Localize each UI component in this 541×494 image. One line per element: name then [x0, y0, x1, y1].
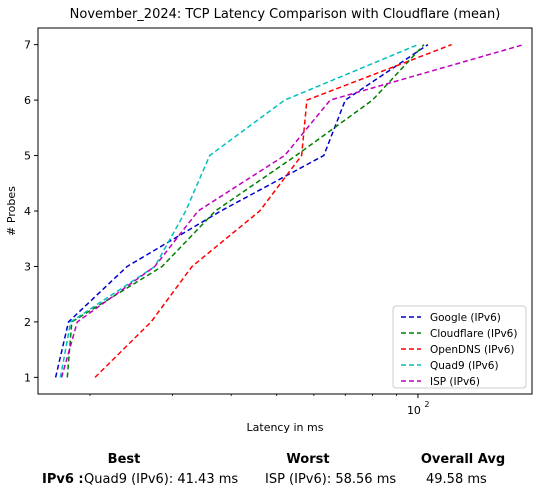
- summary-overall-value: 49.58 ms: [426, 472, 487, 487]
- series-line-3: [59, 43, 419, 378]
- y-tick-label: 5: [24, 150, 31, 163]
- y-tick-label: 2: [24, 316, 31, 329]
- y-tick-label: 3: [24, 260, 31, 273]
- legend-label: ISP (IPv6): [430, 376, 480, 388]
- series-line-1: [66, 44, 425, 378]
- legend-label: Cloudflare (IPv6): [430, 328, 517, 340]
- legend-label: Quad9 (IPv6): [430, 360, 499, 372]
- series-line-0: [54, 43, 429, 378]
- series-lines: [54, 43, 524, 378]
- y-tick-label: 7: [24, 39, 31, 52]
- latency-line-chart: November_2024: TCP Latency Comparison wi…: [5, 7, 533, 434]
- series-line-4: [60, 43, 524, 378]
- summary-best-value: Quad9 (IPv6): 41.43 ms: [84, 472, 239, 487]
- x-tick-exponent: 2: [424, 400, 429, 409]
- x-tick-label: 10: [407, 404, 421, 417]
- y-tick-label: 1: [24, 371, 31, 384]
- x-axis-label: Latency in ms: [247, 421, 324, 434]
- chart-title: November_2024: TCP Latency Comparison wi…: [70, 7, 501, 22]
- legend: Google (IPv6) Cloudflare (IPv6) OpenDNS (I…: [392, 305, 527, 389]
- summary-worst-value: ISP (IPv6): 58.56 ms: [265, 472, 397, 487]
- y-axis-label: # Probes: [5, 186, 18, 236]
- legend-label: OpenDNS (IPv6): [430, 344, 515, 356]
- legend-box: [392, 305, 527, 389]
- summary-header-best: Best: [107, 452, 141, 467]
- summary-header-worst: Worst: [286, 452, 330, 467]
- summary-header-overall: Overall Avg: [420, 452, 506, 467]
- series-line-2: [94, 43, 452, 378]
- legend-label: Google (IPv6): [430, 312, 501, 324]
- summary-row-label: IPv6 :: [42, 472, 84, 487]
- y-tick-label: 4: [24, 205, 31, 218]
- y-tick-label: 6: [24, 94, 31, 107]
